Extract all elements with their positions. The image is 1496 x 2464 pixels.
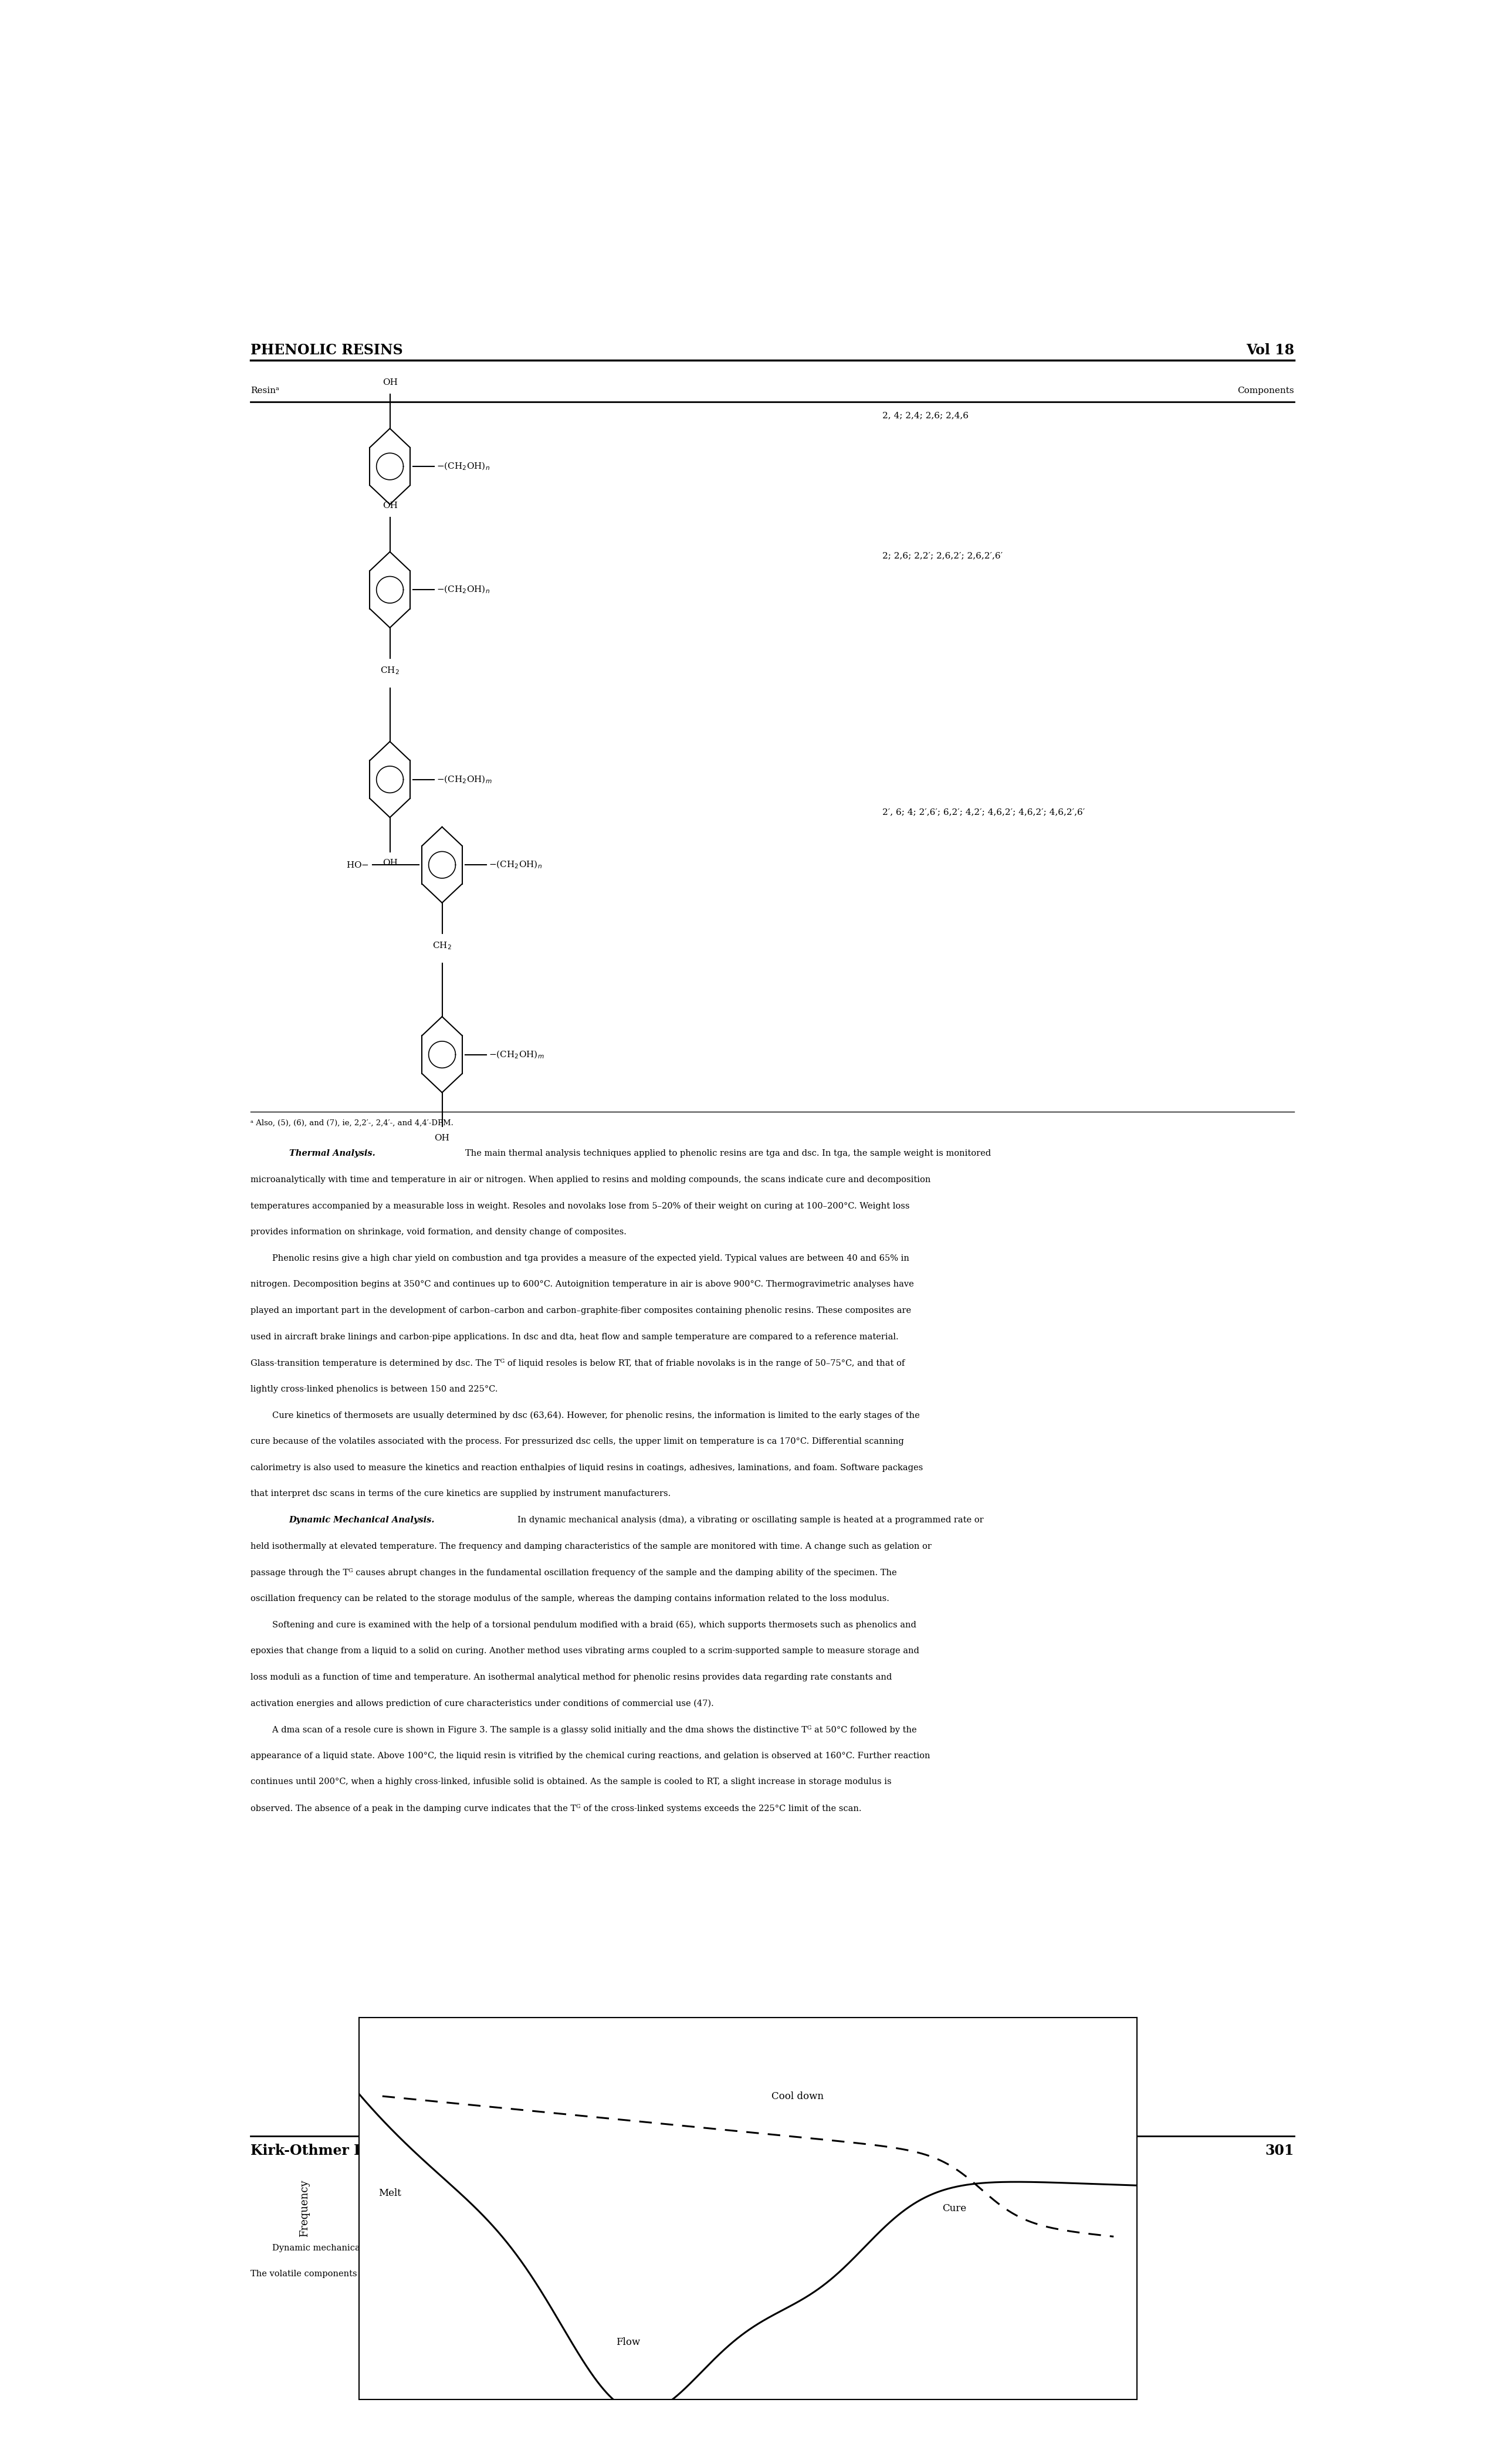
Text: Vol 18: Vol 18 [1246,342,1294,357]
Text: In dynamic mechanical analysis (dma), a vibrating or oscillating sample is heate: In dynamic mechanical analysis (dma), a … [518,1515,983,1525]
Text: oscillation frequency can be related to the storage modulus of the sample, where: oscillation frequency can be related to … [251,1594,890,1602]
Text: Temperature: Temperature [732,2168,802,2178]
Text: Cure: Cure [942,2203,966,2213]
Text: Fig. 3. Programmed dma scan of a resole phenolic resin; heating rate is 5°C/min.: Fig. 3. Programmed dma scan of a resole … [591,2203,942,2210]
Text: CH$_2$: CH$_2$ [380,665,399,675]
Text: OH: OH [383,379,398,387]
Text: lightly cross-linked phenolics is between 150 and 225°C.: lightly cross-linked phenolics is betwee… [251,1385,498,1392]
Text: 301: 301 [1266,2144,1294,2158]
Text: 2; 2,6; 2,2′; 2,6,2′; 2,6,2′,6′: 2; 2,6; 2,2′; 2,6,2′; 2,6,2′,6′ [883,552,1002,559]
Text: Dynamic mechanical analysis provides a useful technique to study the cure kineti: Dynamic mechanical analysis provides a u… [251,2245,920,2252]
Text: $-$(CH$_2$OH)$_n$: $-$(CH$_2$OH)$_n$ [437,461,489,471]
Text: Glass-transition temperature is determined by dsc. The Tᴳ of liquid resoles is b: Glass-transition temperature is determin… [251,1360,905,1368]
Text: The main thermal analysis techniques applied to phenolic resins are tga and dsc.: The main thermal analysis techniques app… [465,1148,990,1158]
Text: epoxies that change from a liquid to a solid on curing. Another method uses vibr: epoxies that change from a liquid to a s… [251,1646,920,1656]
Text: Thermal Analysis.: Thermal Analysis. [289,1148,375,1158]
Text: The volatile components of the resin do not affect the scan or limit the tempera: The volatile components of the resin do … [251,2269,884,2279]
Text: Phenolic resins give a high char yield on combustion and tga provides a measure : Phenolic resins give a high char yield o… [251,1254,910,1262]
Text: Softening and cure is examined with the help of a torsional pendulum modified wi: Softening and cure is examined with the … [251,1621,917,1629]
Text: appearance of a liquid state. Above 100°C, the liquid resin is vitrified by the : appearance of a liquid state. Above 100°… [251,1752,931,1759]
Text: used in aircraft brake linings and carbon-pipe applications. In dsc and dta, hea: used in aircraft brake linings and carbo… [251,1333,899,1340]
Text: $-$(CH$_2$OH)$_m$: $-$(CH$_2$OH)$_m$ [437,774,492,786]
Text: played an important part in the development of carbon–carbon and carbon–graphite: played an important part in the developm… [251,1306,911,1316]
Text: $-$(CH$_2$OH)$_m$: $-$(CH$_2$OH)$_m$ [488,1050,545,1060]
Text: microanalytically with time and temperature in air or nitrogen. When applied to : microanalytically with time and temperat… [251,1175,931,1183]
Text: Cure kinetics of thermosets are usually determined by dsc (63,64). However, for : Cure kinetics of thermosets are usually … [251,1412,920,1419]
Text: Resinᵃ: Resinᵃ [251,387,280,394]
Text: continues until 200°C, when a highly cross-linked, infusible solid is obtained. : continues until 200°C, when a highly cro… [251,1779,892,1786]
Text: Frequency: Frequency [299,2181,310,2237]
Text: $-$(CH$_2$OH)$_n$: $-$(CH$_2$OH)$_n$ [437,584,489,596]
Text: ᵃ Also, (5), (6), and (7), ie, 2,2′-, 2,4′-, and 4,4′-DPM.: ᵃ Also, (5), (6), and (7), ie, 2,2′-, 2,… [251,1119,453,1126]
Text: that interpret dsc scans in terms of the cure kinetics are supplied by instrumen: that interpret dsc scans in terms of the… [251,1491,672,1498]
Text: held isothermally at elevated temperature. The frequency and damping characteris: held isothermally at elevated temperatur… [251,1542,932,1550]
Text: Kirk-Othmer Encyclopedia of Chemical Technology (4th Edition): Kirk-Othmer Encyclopedia of Chemical Tec… [251,2144,751,2158]
Text: loss moduli as a function of time and temperature. An isothermal analytical meth: loss moduli as a function of time and te… [251,1673,892,1680]
Text: activation energies and allows prediction of cure characteristics under conditio: activation energies and allows predictio… [251,1700,714,1708]
Text: calorimetry is also used to measure the kinetics and reaction enthalpies of liqu: calorimetry is also used to measure the … [251,1464,923,1471]
Text: 2, 4; 2,4; 2,6; 2,4,6: 2, 4; 2,4; 2,6; 2,4,6 [883,411,969,419]
Text: provides information on shrinkage, void formation, and density change of composi: provides information on shrinkage, void … [251,1227,627,1237]
Text: Dynamic Mechanical Analysis.: Dynamic Mechanical Analysis. [289,1515,435,1525]
Text: temperatures accompanied by a measurable loss in weight. Resoles and novolaks lo: temperatures accompanied by a measurable… [251,1202,910,1210]
Text: cure because of the volatiles associated with the process. For pressurized dsc c: cure because of the volatiles associated… [251,1437,904,1446]
Text: Flow: Flow [616,2338,640,2348]
Text: Melt: Melt [378,2188,401,2198]
Text: Cool down: Cool down [772,2092,824,2102]
Text: HO$-$: HO$-$ [346,860,370,870]
Text: A dma scan of a resole cure is shown in Figure 3. The sample is a glassy solid i: A dma scan of a resole cure is shown in … [251,1725,917,1735]
Text: $-$(CH$_2$OH)$_n$: $-$(CH$_2$OH)$_n$ [488,860,542,870]
Text: OH: OH [434,1133,450,1143]
Text: Components: Components [1237,387,1294,394]
Text: observed. The absence of a peak in the damping curve indicates that the Tᴳ of th: observed. The absence of a peak in the d… [251,1804,862,1814]
Text: CH$_2$: CH$_2$ [432,941,452,951]
Text: 2′, 6; 4; 2′,6′; 6,2′; 4,2′; 4,6,2′; 4,6,2′; 4,6,2′,6′: 2′, 6; 4; 2′,6′; 6,2′; 4,2′; 4,6,2′; 4,6… [883,808,1085,816]
Text: OH: OH [383,860,398,867]
Text: nitrogen. Decomposition begins at 350°C and continues up to 600°C. Autoignition : nitrogen. Decomposition begins at 350°C … [251,1281,914,1289]
Text: passage through the Tᴳ causes abrupt changes in the fundamental oscillation freq: passage through the Tᴳ causes abrupt cha… [251,1570,898,1577]
Text: PHENOLIC RESINS: PHENOLIC RESINS [251,342,402,357]
Text: OH: OH [383,503,398,510]
